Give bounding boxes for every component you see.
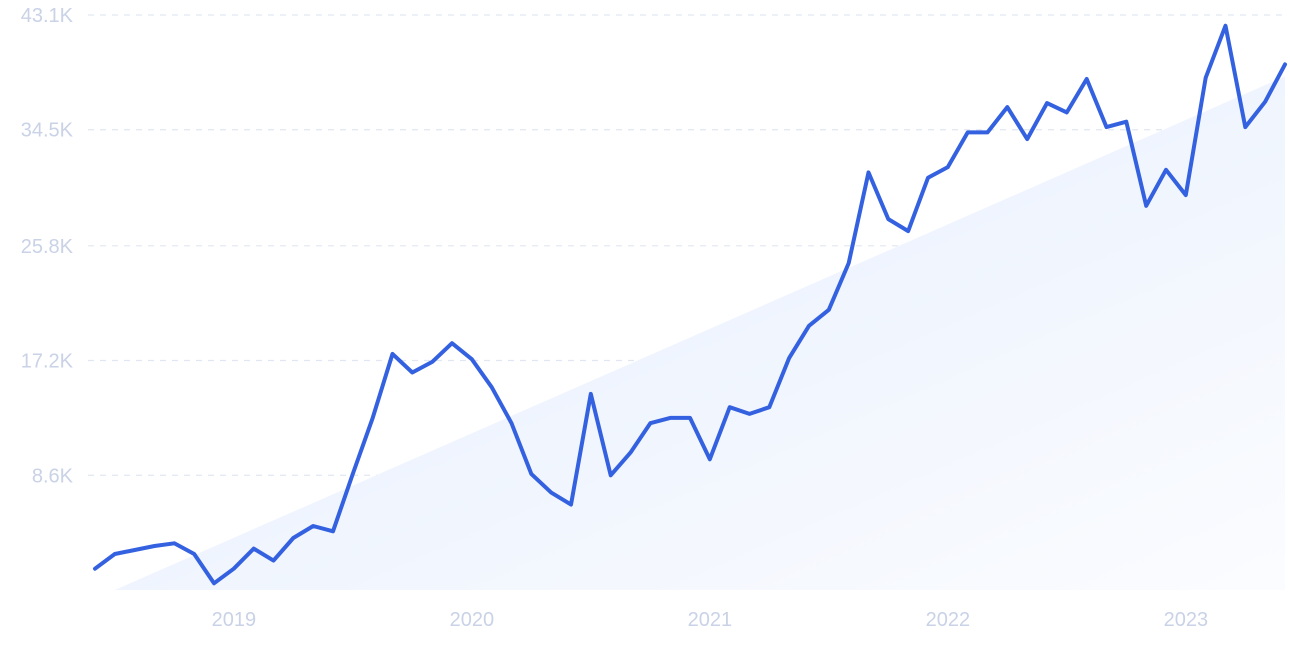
- x-tick-label: 2022: [926, 609, 971, 631]
- x-tick-label: 2021: [688, 609, 733, 631]
- y-axis-ticks: 8.6K 17.2K 25.8K 34.5K 43.1K: [21, 5, 74, 487]
- y-tick-label: 17.2K: [21, 351, 74, 373]
- x-tick-label: 2019: [212, 609, 257, 631]
- y-tick-label: 8.6K: [32, 465, 74, 487]
- y-tick-label: 34.5K: [21, 120, 74, 142]
- trend-area: [114, 76, 1285, 591]
- x-axis-ticks: 2019 2020 2021 2022 2023: [212, 609, 1209, 631]
- x-tick-label: 2023: [1164, 609, 1209, 631]
- trend-area-fill: [114, 76, 1285, 591]
- x-tick-label: 2020: [450, 609, 495, 631]
- y-tick-label: 43.1K: [21, 5, 74, 27]
- y-tick-label: 25.8K: [21, 236, 74, 258]
- series-line-layer: [93, 23, 1287, 586]
